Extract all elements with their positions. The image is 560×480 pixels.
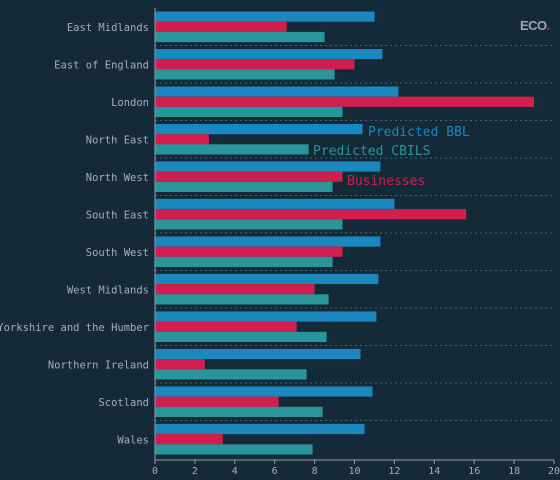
x-tick-label: 18: [508, 466, 520, 477]
category-label: North East: [86, 134, 149, 146]
x-tick-label: 2: [192, 466, 198, 477]
bar-predicted-cbils: [155, 407, 323, 417]
x-tick-label: 4: [232, 466, 238, 477]
legend-label-predicted-cbils: Predicted CBILS: [313, 144, 430, 159]
eco-logo: ECO.: [520, 18, 550, 33]
bar-businesses: [155, 59, 355, 69]
bar-predicted-bbl: [155, 236, 380, 246]
bar-businesses: [155, 322, 297, 332]
category-label: East Midlands: [67, 22, 149, 34]
bar-predicted-bbl: [155, 199, 394, 209]
bar-predicted-bbl: [155, 274, 378, 284]
bar-predicted-cbils: [155, 32, 325, 42]
bar-businesses: [155, 397, 279, 407]
x-tick-label: 12: [388, 466, 400, 477]
bar-businesses: [155, 359, 205, 369]
bar-predicted-cbils: [155, 444, 313, 454]
bar-predicted-bbl: [155, 87, 398, 97]
bar-businesses: [155, 22, 287, 32]
bar-businesses: [155, 247, 343, 257]
x-tick-label: 0: [152, 466, 158, 477]
bar-predicted-bbl: [155, 12, 375, 22]
bar-businesses: [155, 209, 466, 219]
category-label: South East: [86, 209, 149, 221]
legend-label-predicted-bbl: Predicted BBL: [368, 125, 470, 140]
bar-predicted-cbils: [155, 369, 307, 379]
category-label: London: [111, 97, 149, 109]
bar-predicted-bbl: [155, 161, 380, 171]
bar-predicted-cbils: [155, 69, 335, 79]
bar-predicted-cbils: [155, 294, 329, 304]
x-tick-label: 6: [272, 466, 278, 477]
bar-predicted-bbl: [155, 49, 382, 59]
x-tick-label: 8: [312, 466, 318, 477]
category-label: Scotland: [98, 397, 149, 409]
bar-predicted-cbils: [155, 219, 343, 229]
bar-predicted-cbils: [155, 257, 333, 267]
x-tick-label: 16: [468, 466, 480, 477]
bar-businesses: [155, 284, 315, 294]
category-label: Yorkshire and the Humber: [0, 322, 149, 334]
category-label: South West: [86, 247, 149, 259]
x-tick-label: 10: [348, 466, 360, 477]
bar-predicted-bbl: [155, 124, 363, 134]
bar-predicted-bbl: [155, 424, 365, 434]
bar-predicted-cbils: [155, 332, 327, 342]
bar-predicted-bbl: [155, 386, 373, 396]
x-tick-label: 14: [428, 466, 440, 477]
bar-businesses: [155, 97, 534, 107]
bar-businesses: [155, 134, 209, 144]
category-label: West Midlands: [67, 284, 149, 296]
bar-predicted-cbils: [155, 144, 309, 154]
bar-predicted-bbl: [155, 311, 376, 321]
category-label: Northern Ireland: [48, 359, 149, 371]
category-label: Wales: [117, 434, 149, 446]
legend-label-businesses: Businesses: [347, 174, 425, 189]
bar-predicted-cbils: [155, 182, 333, 192]
bar-businesses: [155, 434, 223, 444]
x-tick-label: 20: [548, 466, 560, 477]
bar-businesses: [155, 172, 343, 182]
category-label: East of England: [54, 59, 149, 71]
bar-predicted-cbils: [155, 107, 343, 117]
category-label: North West: [86, 172, 149, 184]
bar-predicted-bbl: [155, 349, 361, 359]
